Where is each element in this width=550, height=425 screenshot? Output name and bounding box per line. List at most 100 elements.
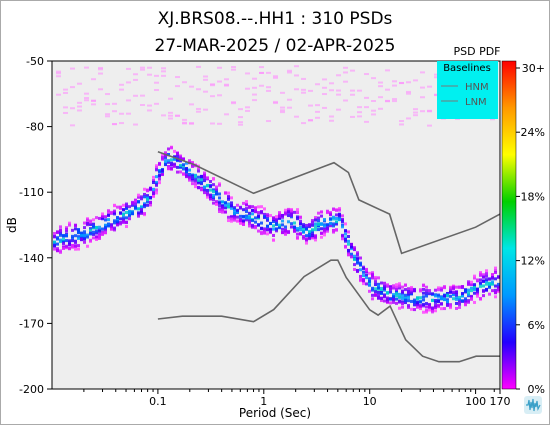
density-cell <box>470 297 473 301</box>
density-cell <box>494 288 497 292</box>
density-cell <box>104 215 107 219</box>
density-cell <box>62 242 65 246</box>
density-cell <box>147 66 152 69</box>
density-cell <box>140 94 145 97</box>
density-cell <box>242 208 245 212</box>
density-cell <box>77 109 82 112</box>
density-cell <box>332 222 335 226</box>
density-cell <box>320 210 323 214</box>
density-cell <box>485 272 488 276</box>
x-tick-label: 0.1 <box>149 395 167 408</box>
density-cell <box>449 294 452 298</box>
chart-title-line1: XJ.BRS08.--.HH1 : 310 PSDs <box>158 9 393 29</box>
density-cell <box>452 290 455 294</box>
density-cell <box>167 147 170 151</box>
density-cell <box>170 158 173 162</box>
density-cell <box>323 228 326 232</box>
density-cell <box>203 188 206 192</box>
density-cell <box>206 188 209 192</box>
density-cell <box>332 229 335 233</box>
density-cell <box>494 270 497 274</box>
density-cell <box>494 284 497 288</box>
density-cell <box>301 91 306 94</box>
density-cell <box>281 219 284 223</box>
density-cell <box>182 172 185 176</box>
density-cell <box>317 222 320 226</box>
density-cell <box>212 201 215 205</box>
density-cell <box>56 237 59 241</box>
density-cell <box>374 293 377 297</box>
density-cell <box>410 285 413 289</box>
density-cell <box>278 214 281 218</box>
density-cell <box>275 215 278 219</box>
density-cell <box>104 218 107 222</box>
density-cell <box>357 111 362 114</box>
density-cell <box>302 228 305 232</box>
density-cell <box>74 241 77 245</box>
density-cell <box>105 113 110 116</box>
density-cell <box>488 292 491 296</box>
density-cell <box>446 291 449 295</box>
density-cell <box>125 204 128 208</box>
density-cell <box>263 212 266 216</box>
density-cell <box>74 244 77 248</box>
density-cell <box>203 185 206 189</box>
density-cell <box>413 303 416 307</box>
density-cell <box>458 295 461 299</box>
density-cell <box>344 236 347 240</box>
density-cell <box>236 203 239 207</box>
density-cell <box>371 113 376 116</box>
density-cell <box>422 287 425 291</box>
density-cell <box>470 280 473 284</box>
density-cell <box>176 151 179 155</box>
density-cell <box>266 232 269 236</box>
density-cell <box>158 177 161 181</box>
density-cell <box>482 294 485 298</box>
density-cell <box>383 299 386 303</box>
density-cell <box>455 285 458 289</box>
density-cell <box>68 223 71 227</box>
density-cell <box>338 217 341 221</box>
density-cell <box>238 116 243 119</box>
density-cell <box>74 239 77 243</box>
density-cell <box>101 212 104 216</box>
density-cell <box>296 228 299 232</box>
density-cell <box>86 235 89 239</box>
density-cell <box>128 205 131 209</box>
density-cell <box>336 89 341 92</box>
density-cell <box>383 295 386 299</box>
density-cell <box>182 157 185 161</box>
density-cell <box>140 195 143 199</box>
density-cell <box>455 290 458 294</box>
density-cell <box>296 208 299 212</box>
density-cell <box>107 209 110 213</box>
density-cell <box>113 228 116 232</box>
density-cell <box>179 159 182 163</box>
density-cell <box>107 213 110 217</box>
density-cell <box>290 222 293 226</box>
density-cell <box>251 219 254 223</box>
density-cell <box>294 115 299 118</box>
density-cell <box>231 68 236 71</box>
x-tick-label: 1 <box>260 395 267 408</box>
density-cell <box>191 176 194 180</box>
density-cell <box>385 88 390 91</box>
density-cell <box>293 210 296 214</box>
density-cell <box>287 210 290 214</box>
density-cell <box>406 92 411 95</box>
density-cell <box>248 222 251 226</box>
density-cell <box>392 295 395 299</box>
density-cell <box>133 94 138 97</box>
density-cell <box>206 193 209 197</box>
density-cell <box>278 211 281 215</box>
density-cell <box>89 232 92 236</box>
density-cell <box>101 227 104 231</box>
density-cell <box>419 296 422 300</box>
density-cell <box>428 289 431 293</box>
density-cell <box>359 277 362 281</box>
density-cell <box>86 218 89 222</box>
density-cell <box>410 290 413 294</box>
density-cell <box>280 111 285 114</box>
density-cell <box>56 248 59 252</box>
density-cell <box>158 181 161 185</box>
